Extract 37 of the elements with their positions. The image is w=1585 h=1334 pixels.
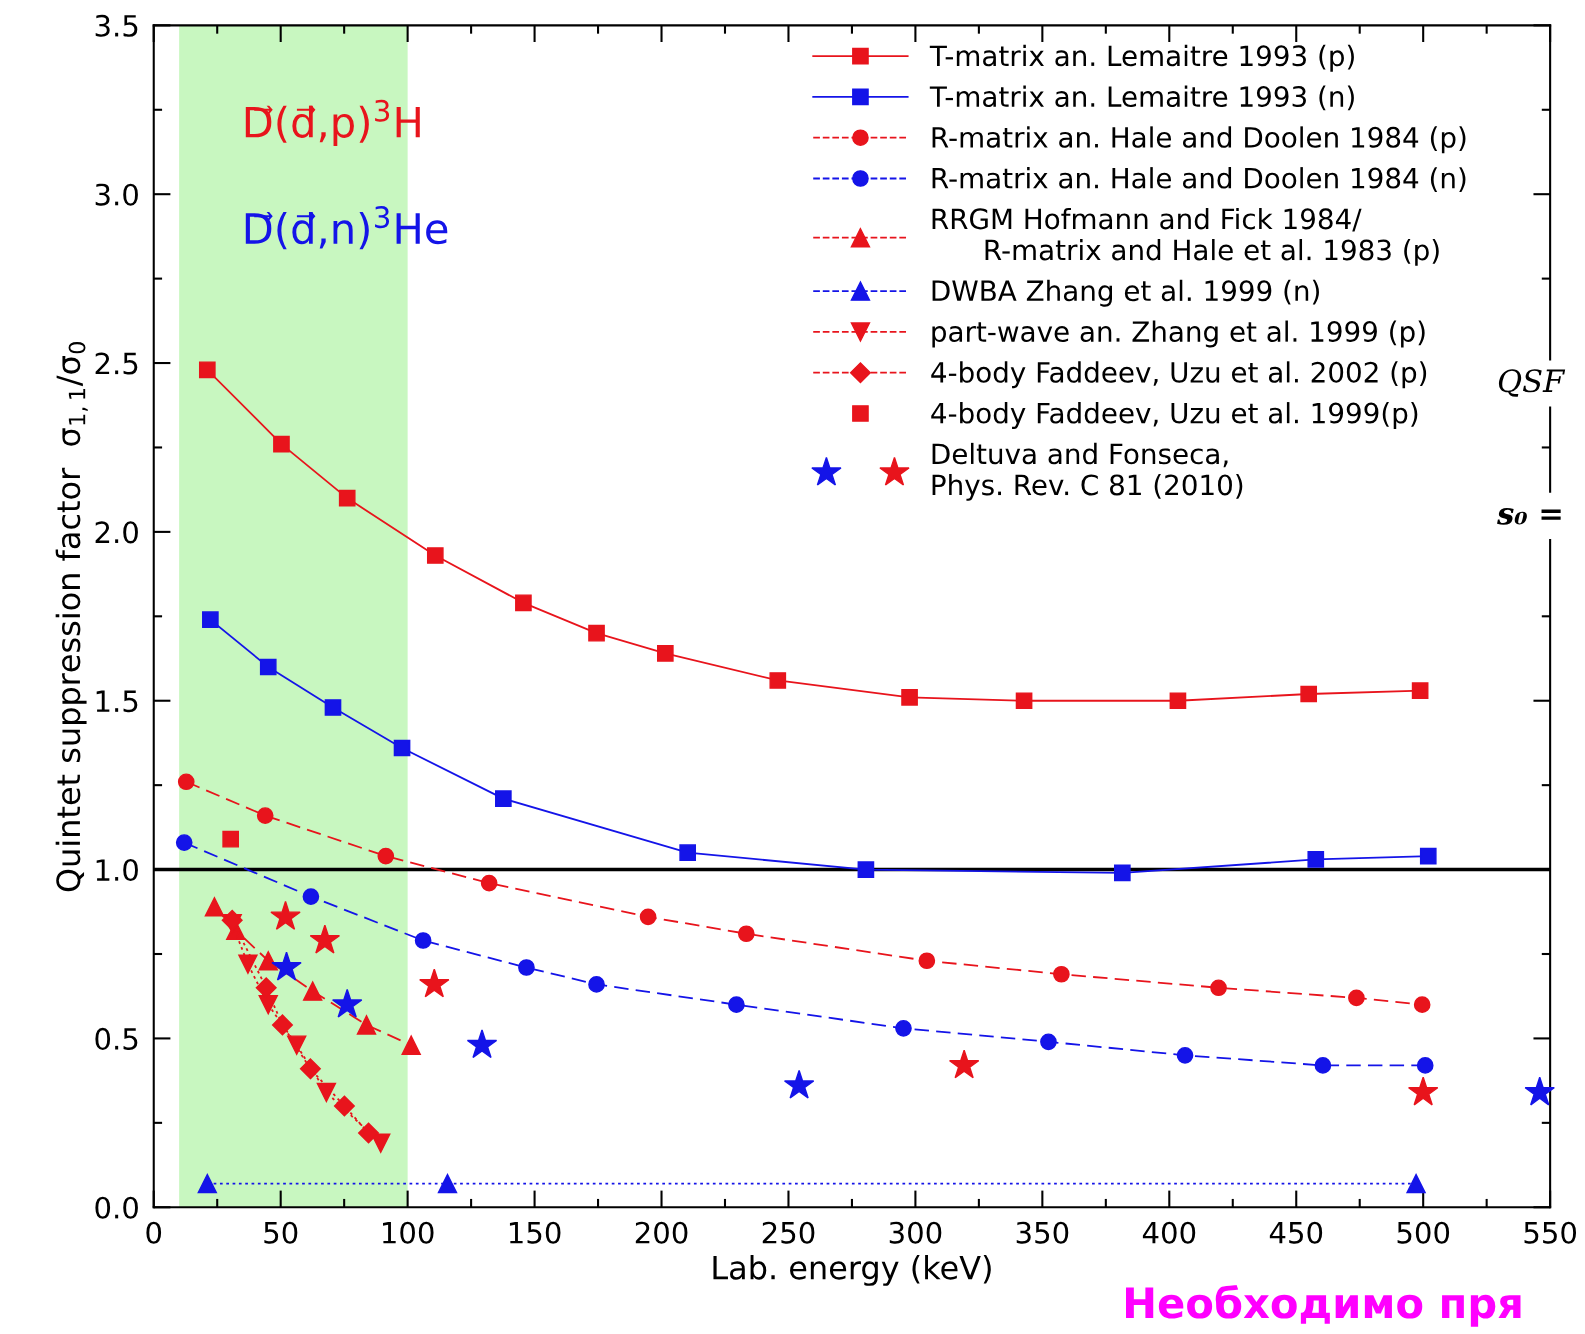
y-tick-label: 1.5: [96, 690, 138, 713]
x-tick-label: 150: [509, 1221, 561, 1244]
annotation: s₀ =: [1497, 507, 1561, 525]
legend-label: T-matrix an. Lemaitre 1993 (n): [929, 85, 1354, 111]
legend-label: 4-body Faddeev, Uzu et al. 1999(p): [931, 402, 1418, 429]
y-tick-label: 2.5: [95, 352, 138, 375]
x-tick-label: 300: [889, 1221, 942, 1244]
y-tick-label: 1.0: [96, 859, 138, 882]
x-tick-label: 450: [1269, 1221, 1323, 1244]
y-tick-label: 0.5: [95, 1027, 138, 1050]
text: Необходимо пря: [1126, 1284, 1521, 1327]
annotation: QSF: [1498, 369, 1566, 397]
y-axis-title: Quintet suppression factor σ$_{1,1}$/σ$_{0}$: [55, 342, 88, 892]
y-tick-label: 3.5: [95, 14, 138, 37]
legend-label: 4-body Faddeev, Uzu et al. 2002 (p): [931, 361, 1427, 389]
legend-label: Deltuva and Fonseca, Phys. Rev. C 81 (2010): [932, 442, 1243, 501]
legend-label: part-wave an. Zhang et al. 1999 (p): [932, 320, 1425, 348]
legend-label: DWBA Zhang et al. 1999 (n): [932, 279, 1319, 307]
legend-label: R-matrix an. Hale and Doolen 1984 (n): [932, 167, 1466, 192]
x-tick-label: 350: [1016, 1221, 1069, 1244]
x-tick-label: 250: [762, 1221, 815, 1244]
x-tick-label: 550: [1524, 1221, 1577, 1244]
annotation: D⃗(d⃗,p)$^{3}$H: [245, 99, 420, 146]
x-tick-label: 100: [383, 1221, 434, 1244]
y-tick-label: 2.0: [95, 521, 138, 544]
x-tick-label: 200: [635, 1221, 688, 1244]
x-tick-label: 500: [1397, 1221, 1450, 1244]
legend-label: R-matrix an. Hale and Doolen 1984 (p): [932, 126, 1466, 154]
x-tick-label: 0: [146, 1221, 162, 1244]
x-tick-label: 50: [264, 1221, 298, 1244]
y-tick-label: 0.0: [95, 1196, 138, 1219]
legend-label: RRGM Hofmann and Fick 1984/ R-matrix and Hale et al. 1983 (p): [932, 207, 1439, 266]
legend-label: T-matrix an. Lemaitre 1993 (p): [929, 44, 1354, 72]
x-axis-title: Lab. energy (keV): [713, 1254, 991, 1286]
x-tick-label: 400: [1142, 1221, 1196, 1244]
annotation: D⃗(d⃗,n)$^{3}$He: [245, 206, 448, 250]
y-tick-label: 3.0: [95, 183, 138, 206]
